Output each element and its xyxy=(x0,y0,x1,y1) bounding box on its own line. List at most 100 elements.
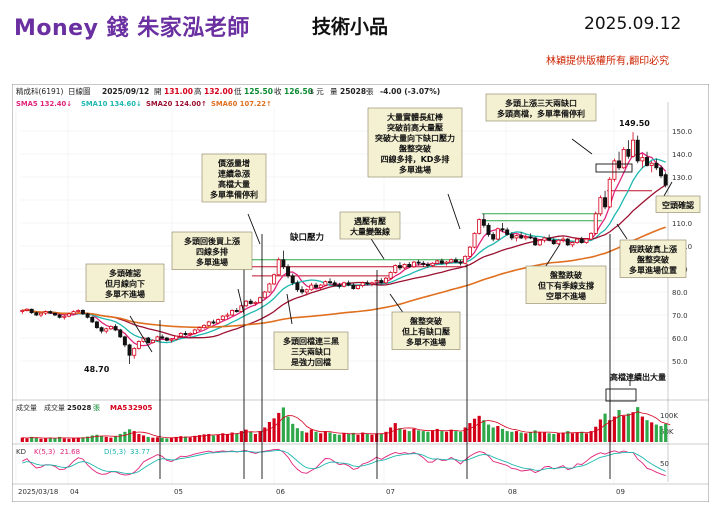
volume-panel-value: 25028 xyxy=(67,404,91,412)
volume-bar xyxy=(281,407,285,442)
volume-bar xyxy=(146,436,150,442)
volume-bar xyxy=(169,437,174,442)
volume-bar xyxy=(594,426,598,442)
svg-text:多單準備停利: 多單準備停利 xyxy=(210,190,258,200)
volume-bar xyxy=(179,436,183,442)
y-tick-label: 110.0 xyxy=(672,220,692,228)
volume-bar xyxy=(566,431,570,442)
candle xyxy=(612,158,617,182)
volume-bar xyxy=(580,431,584,442)
volume-bar xyxy=(650,422,654,442)
volume-bar xyxy=(211,435,216,442)
volume-bar xyxy=(137,434,141,442)
candle xyxy=(407,262,412,268)
volume-bar xyxy=(538,431,542,442)
volume-bar xyxy=(342,433,346,442)
svg-text:多頭回後買上漲: 多頭回後買上漲 xyxy=(184,236,241,246)
candle xyxy=(342,281,346,288)
candle xyxy=(220,315,225,321)
kd-legend: KD K(5,3) 21.68 D(5,3) 33.77 xyxy=(16,448,150,456)
volume-bar xyxy=(477,415,481,442)
volume-ma-label: MA5 xyxy=(110,404,127,412)
volume-bar xyxy=(640,416,644,442)
candle xyxy=(379,278,384,284)
candle xyxy=(192,328,197,335)
low-value: 125.50 xyxy=(244,87,273,96)
svg-text:遇壓有壓: 遇壓有壓 xyxy=(354,216,386,226)
close-label: 收 xyxy=(274,86,282,96)
volume-bar xyxy=(272,418,276,442)
svg-text:但下有季線支撐: 但下有季線支撐 xyxy=(537,281,594,291)
volume-bar xyxy=(496,426,500,442)
candle xyxy=(547,234,552,242)
candle xyxy=(351,282,356,290)
volume-bar xyxy=(636,407,640,442)
candle xyxy=(495,227,500,241)
volume-bar xyxy=(654,424,658,442)
high-label: 高 xyxy=(194,86,202,96)
annotations: 多頭確認但月線向下多單不進場多頭回後買上漲四線多排多單進場價漲量增連續急漲高檔大… xyxy=(85,93,701,382)
candle xyxy=(458,259,463,266)
volume-bar xyxy=(291,423,295,442)
candle xyxy=(369,281,374,287)
volume-bar xyxy=(76,437,80,442)
candle xyxy=(188,332,193,337)
candle xyxy=(258,296,263,304)
candle xyxy=(118,328,123,338)
candle xyxy=(356,285,360,290)
volume-bar xyxy=(384,431,388,442)
svg-text:空單不進場: 空單不進場 xyxy=(546,291,586,301)
info-date: 2025/09/12 xyxy=(102,87,149,96)
volume-bar xyxy=(463,427,467,442)
candle xyxy=(197,326,202,332)
svg-text:多頭高檔，多單準備停利: 多頭高檔，多單準備停利 xyxy=(497,109,585,119)
volume-bar xyxy=(347,434,351,442)
candle xyxy=(645,151,650,167)
candle xyxy=(589,232,594,241)
volume-panel-unit: 張 xyxy=(93,404,100,412)
candle xyxy=(593,211,598,235)
svg-text:多頭回檔連三黑: 多頭回檔連三黑 xyxy=(283,336,339,346)
volume-bar xyxy=(500,428,505,442)
volume-bar xyxy=(528,432,533,442)
candle xyxy=(449,258,454,264)
candle xyxy=(276,257,281,276)
svg-text:多頭確認: 多頭確認 xyxy=(109,268,141,278)
candle xyxy=(421,260,426,267)
ma-legend-sma20: SMA20 124.00↑ xyxy=(146,100,207,108)
y-tick-label: 50.0 xyxy=(672,358,688,366)
volume-bar xyxy=(645,420,649,442)
candle xyxy=(519,232,524,240)
candle xyxy=(62,315,67,320)
candle xyxy=(90,316,95,324)
candle xyxy=(230,309,235,317)
candle xyxy=(631,132,636,158)
d-label: D(5,3) xyxy=(104,448,126,456)
x-tick-label: 07 xyxy=(386,488,395,496)
volume-bar xyxy=(90,435,94,442)
volume-bar xyxy=(286,416,290,442)
candle xyxy=(25,308,29,312)
candle xyxy=(43,310,48,315)
candle xyxy=(435,259,440,265)
volume-bar xyxy=(472,418,477,442)
candle xyxy=(253,301,258,306)
volume-bar xyxy=(430,430,435,442)
volume-bar xyxy=(435,428,439,442)
candle xyxy=(178,332,183,337)
ma-legend: SMA5 132.40↓ SMA10 134.60↓ SMA20 124.00↑ SM… xyxy=(16,100,272,108)
volume-bar xyxy=(361,432,365,442)
volume-bar xyxy=(202,434,206,442)
x-tick-label: 08 xyxy=(508,488,517,496)
volume-bar xyxy=(398,428,402,442)
volume-bar xyxy=(20,437,24,442)
volume-bar xyxy=(141,435,146,442)
volume-bar xyxy=(230,432,234,442)
candle xyxy=(486,223,491,237)
volume-bar xyxy=(365,434,369,442)
volume-bar xyxy=(221,433,225,442)
x-tick-label: 04 xyxy=(70,488,79,496)
volume-bar xyxy=(379,434,383,442)
